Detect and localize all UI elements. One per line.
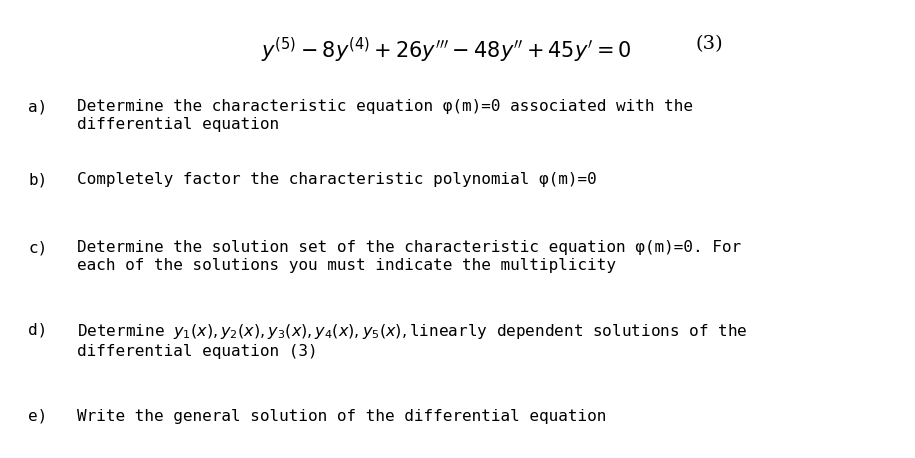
Text: c): c) xyxy=(28,240,48,256)
Text: $y^{(5)} - 8y^{(4)} + 26y''' - 48y'' + 45y' = 0$: $y^{(5)} - 8y^{(4)} + 26y''' - 48y'' + 4… xyxy=(262,36,632,65)
Text: Determine $y_1(x), y_2(x), y_3(x), y_4(x), y_5(x),$linearly dependent solutions : Determine $y_1(x), y_2(x), y_3(x), y_4(x… xyxy=(77,322,748,359)
Text: Completely factor the characteristic polynomial φ(m)=0: Completely factor the characteristic pol… xyxy=(77,172,597,187)
Text: Determine the characteristic equation φ(m)=0 associated with the
differential eq: Determine the characteristic equation φ(… xyxy=(77,99,693,131)
Text: a): a) xyxy=(28,99,48,114)
Text: Write the general solution of the differential equation: Write the general solution of the differ… xyxy=(77,409,607,424)
Text: Determine the solution set of the characteristic equation φ(m)=0. For
each of th: Determine the solution set of the charac… xyxy=(77,240,741,273)
Text: b): b) xyxy=(28,172,48,187)
Text: d): d) xyxy=(28,322,48,338)
Text: e): e) xyxy=(28,409,48,424)
Text: (3): (3) xyxy=(696,36,724,54)
